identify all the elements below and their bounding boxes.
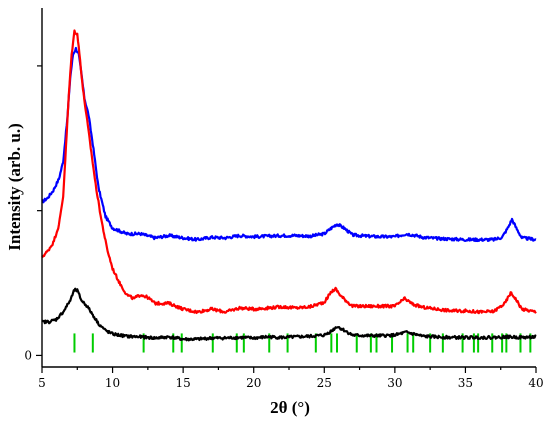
plot-frame xyxy=(41,8,536,368)
x-ticks: 5 10 15 20 25 30 35 40 xyxy=(38,367,544,390)
series-line xyxy=(41,29,537,315)
x-tick-label: 25 xyxy=(317,376,332,390)
x-tick-label: 15 xyxy=(176,376,191,390)
y-tick-label: 0 xyxy=(24,348,32,362)
x-tick-label: 10 xyxy=(105,376,120,390)
y-ticks: 0 xyxy=(24,65,42,362)
x-tick-label: 40 xyxy=(528,376,543,390)
x-tick-label: 35 xyxy=(458,376,473,390)
series-line xyxy=(41,287,537,342)
x-tick-label: 5 xyxy=(38,376,46,390)
y-axis-title: Intensity (arb. u.) xyxy=(5,123,24,251)
series-line xyxy=(41,46,537,243)
data-series xyxy=(41,29,537,342)
x-axis-title: 2θ (°) xyxy=(270,398,310,417)
x-tick-label: 30 xyxy=(387,376,402,390)
x-tick-label: 20 xyxy=(246,376,261,390)
reference-lines xyxy=(73,333,532,353)
